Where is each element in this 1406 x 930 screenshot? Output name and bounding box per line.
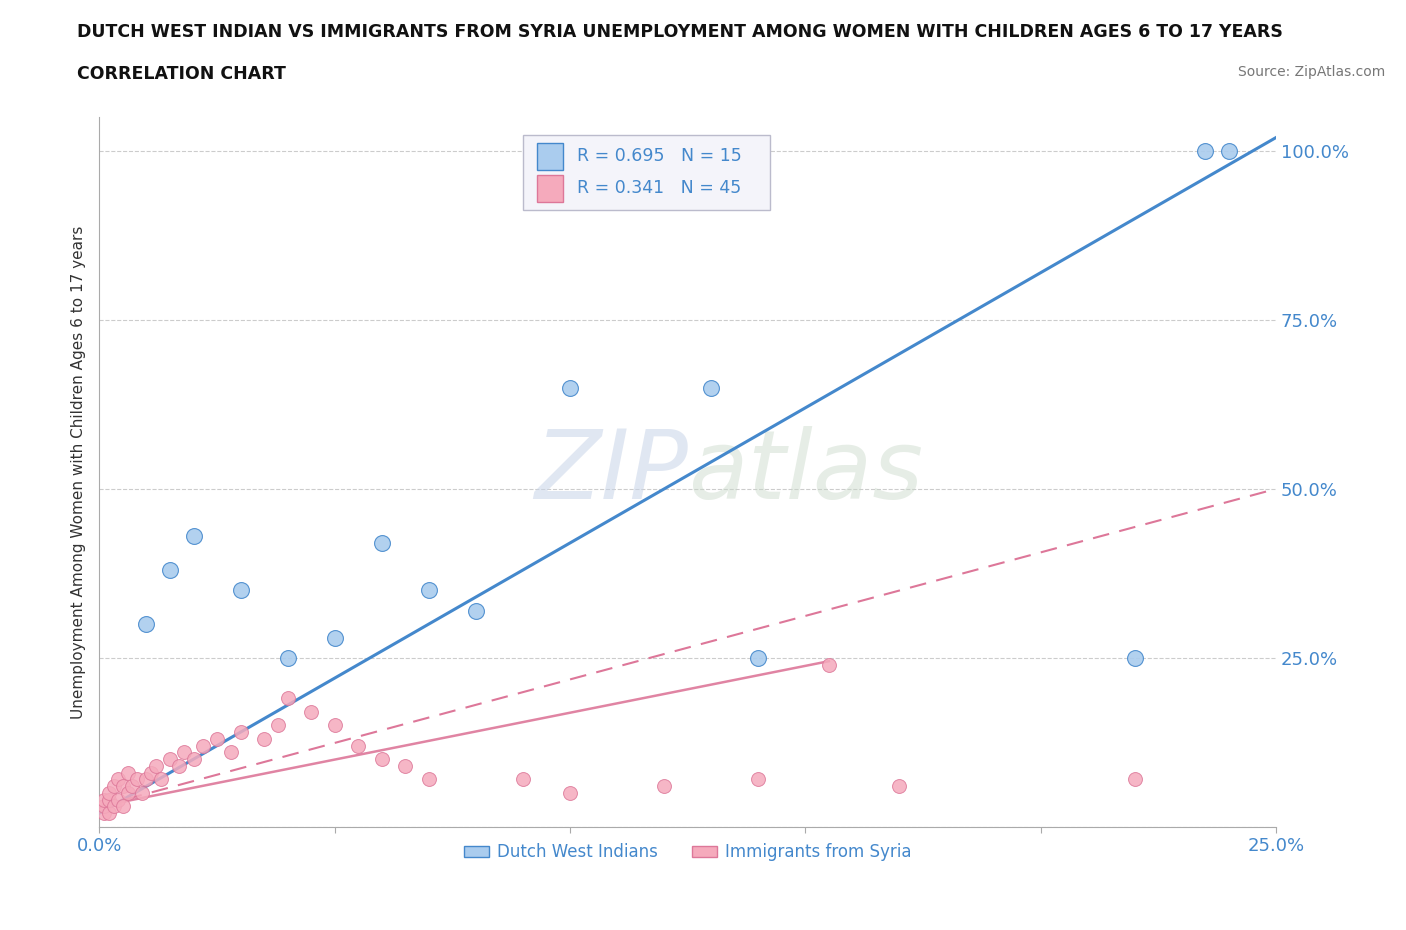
Point <box>299 704 322 719</box>
Point <box>219 745 242 760</box>
Point <box>1123 650 1146 665</box>
Text: R = 0.695   N = 15: R = 0.695 N = 15 <box>576 147 742 166</box>
Point <box>159 751 181 766</box>
Point <box>323 631 346 645</box>
Point <box>97 792 120 807</box>
Point <box>131 786 153 801</box>
Point <box>818 658 841 672</box>
Point <box>205 731 228 746</box>
Point <box>889 778 911 793</box>
Point <box>93 792 115 807</box>
Point <box>107 772 129 787</box>
Point <box>652 778 675 793</box>
Point <box>371 536 394 551</box>
Point <box>700 380 723 395</box>
Bar <box>537 143 562 170</box>
Point <box>323 718 346 733</box>
Legend: Dutch West Indians, Immigrants from Syria: Dutch West Indians, Immigrants from Syri… <box>457 837 918 868</box>
Point <box>183 529 205 544</box>
Point <box>125 772 148 787</box>
Point <box>347 738 370 753</box>
Point <box>558 786 581 801</box>
Text: DUTCH WEST INDIAN VS IMMIGRANTS FROM SYRIA UNEMPLOYMENT AMONG WOMEN WITH CHILDRE: DUTCH WEST INDIAN VS IMMIGRANTS FROM SYR… <box>77 23 1284 41</box>
FancyBboxPatch shape <box>523 135 770 209</box>
Point <box>107 792 129 807</box>
Point <box>93 799 115 814</box>
Point <box>159 563 181 578</box>
Point <box>253 731 276 746</box>
Point <box>512 772 534 787</box>
Point <box>183 751 205 766</box>
Text: atlas: atlas <box>688 426 922 519</box>
Point <box>111 778 134 793</box>
Point <box>191 738 214 753</box>
Bar <box>537 175 562 202</box>
Point <box>277 691 299 706</box>
Point <box>1218 143 1240 158</box>
Point <box>149 772 172 787</box>
Point <box>277 650 299 665</box>
Point <box>111 799 134 814</box>
Point <box>93 805 115 820</box>
Point <box>418 583 440 598</box>
Point <box>747 772 769 787</box>
Point <box>371 751 394 766</box>
Point <box>558 380 581 395</box>
Point <box>117 765 139 780</box>
Point <box>135 772 157 787</box>
Point <box>117 786 139 801</box>
Point <box>229 583 252 598</box>
Point <box>1194 143 1216 158</box>
Point <box>169 759 191 774</box>
Point <box>141 765 163 780</box>
Point <box>103 778 125 793</box>
Point <box>173 745 195 760</box>
Y-axis label: Unemployment Among Women with Children Ages 6 to 17 years: Unemployment Among Women with Children A… <box>72 225 86 719</box>
Text: Source: ZipAtlas.com: Source: ZipAtlas.com <box>1237 65 1385 79</box>
Point <box>1123 772 1146 787</box>
Point <box>97 786 120 801</box>
Point <box>121 778 143 793</box>
Point <box>418 772 440 787</box>
Point <box>394 759 416 774</box>
Text: ZIP: ZIP <box>534 426 688 519</box>
Text: R = 0.341   N = 45: R = 0.341 N = 45 <box>576 179 741 197</box>
Point <box>229 724 252 739</box>
Point <box>747 650 769 665</box>
Point <box>267 718 290 733</box>
Point <box>103 799 125 814</box>
Point <box>97 805 120 820</box>
Point <box>135 617 157 631</box>
Point <box>145 759 167 774</box>
Text: CORRELATION CHART: CORRELATION CHART <box>77 65 287 83</box>
Point <box>464 603 486 618</box>
